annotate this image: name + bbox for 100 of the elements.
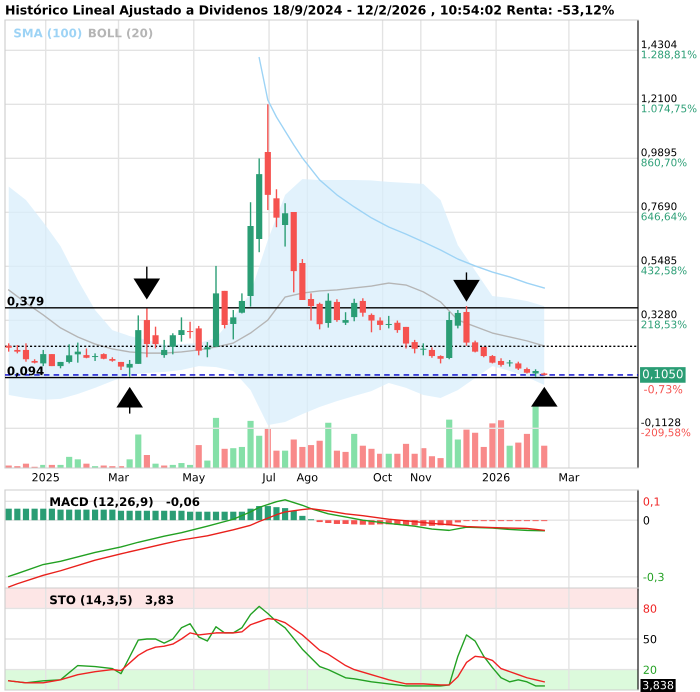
bar <box>472 432 478 468</box>
y-tick-label: 80 <box>644 604 656 613</box>
y2-tick-label: 1.288,81% <box>642 50 696 60</box>
bar <box>161 510 168 520</box>
bar <box>66 456 72 468</box>
bar <box>6 508 12 520</box>
bar <box>290 510 297 520</box>
bar <box>204 512 210 520</box>
text: STO (14,3,5) 3,83 <box>50 595 174 606</box>
bar <box>152 464 159 468</box>
bar <box>360 446 366 468</box>
bar <box>351 434 358 468</box>
bar <box>144 510 150 520</box>
bar <box>135 434 142 468</box>
bar <box>135 510 142 520</box>
text: MACD (12,26,9) -0,06 <box>50 497 200 508</box>
bar <box>14 508 20 520</box>
bar <box>437 458 444 468</box>
bar <box>316 440 323 468</box>
y-tick-label: 20 <box>644 666 656 674</box>
bar <box>334 450 340 468</box>
y-tick-label: 0,7690 <box>641 202 677 212</box>
bar <box>256 436 262 468</box>
bar <box>83 464 90 468</box>
line-series <box>8 508 545 588</box>
y-tick-label: 0,9895 <box>641 148 676 158</box>
bar <box>92 510 98 520</box>
bar <box>412 454 418 468</box>
bar <box>196 445 202 468</box>
y-tick-label: 1,4304 <box>642 40 677 50</box>
y-tick-label: 0,5485 <box>641 256 676 266</box>
y2-tick-label: 218,53% <box>642 320 687 330</box>
x-tick-label: Mar <box>560 473 580 482</box>
bar <box>532 406 539 468</box>
y-tick-label: 50 <box>644 634 656 644</box>
bar <box>22 508 30 520</box>
annotation: 3,838 <box>643 680 674 690</box>
y2-tick-label: 860,70% <box>641 158 687 168</box>
x-tick-label: 2025 <box>32 473 59 482</box>
x-tick-label: Jul <box>262 472 275 484</box>
bar <box>325 520 332 524</box>
y-tick-label: 0,1 <box>644 497 660 507</box>
bar <box>446 420 452 468</box>
bar <box>273 450 280 468</box>
bar <box>230 448 236 468</box>
bar <box>170 510 176 520</box>
bar <box>83 510 90 520</box>
bar <box>334 520 340 524</box>
bar <box>152 510 159 520</box>
bar <box>126 459 133 468</box>
y2-tick-label: 432,58% <box>641 266 687 276</box>
bar <box>282 450 288 468</box>
bar <box>524 434 530 468</box>
line-series <box>8 618 545 686</box>
bar <box>204 460 210 468</box>
bar <box>454 440 461 468</box>
bar <box>74 510 81 520</box>
bar <box>144 454 150 468</box>
bar <box>74 459 81 468</box>
bar <box>325 422 332 468</box>
bar <box>299 446 306 468</box>
bar <box>178 510 185 520</box>
bar <box>428 456 436 468</box>
x-tick-label: Ago <box>296 473 318 484</box>
text: -0,73% <box>644 385 682 395</box>
bar <box>100 510 107 520</box>
y2-tick-label: 646,64% <box>642 212 687 222</box>
bar <box>541 446 548 468</box>
bar <box>32 508 38 520</box>
x-tick-label: 2026 <box>482 473 510 482</box>
bar <box>196 512 202 520</box>
text: BOLL (20) <box>88 28 152 39</box>
bar <box>40 508 46 520</box>
y-tick-label: -0,3 <box>643 572 664 582</box>
bar <box>247 420 254 468</box>
bar <box>342 452 349 468</box>
x-tick-label: Mar <box>109 473 129 482</box>
bar <box>498 420 504 468</box>
bar <box>394 454 400 468</box>
bar <box>402 444 410 468</box>
y-tick-label: -0,1128 <box>641 418 680 428</box>
bar <box>463 430 470 468</box>
bar <box>222 448 228 468</box>
x-tick-label: May <box>183 473 205 484</box>
chart-title: Histórico Lineal Ajustado a Dividenos 18/9/2024 - 12/2/2026 , 10:54:02 Renta: -53,12% <box>6 4 614 18</box>
bar <box>212 418 220 468</box>
line-series <box>8 499 545 578</box>
bar <box>109 510 116 520</box>
bar <box>290 440 297 468</box>
ref-line-label: 0,094 <box>7 366 44 377</box>
bar <box>222 512 228 520</box>
bar <box>238 446 245 468</box>
ref-line-label: 0,379 <box>7 296 44 308</box>
bar <box>22 464 30 468</box>
bar <box>351 520 358 524</box>
bar <box>480 446 487 468</box>
bar <box>118 510 124 520</box>
bar <box>126 510 133 520</box>
bar <box>66 510 72 520</box>
bar <box>386 454 392 468</box>
